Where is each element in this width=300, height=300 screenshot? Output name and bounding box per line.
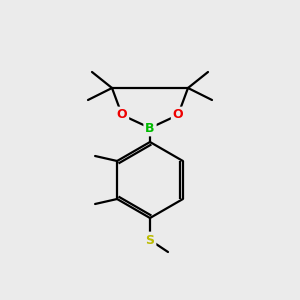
Text: O: O — [173, 109, 183, 122]
Text: O: O — [117, 109, 127, 122]
Text: S: S — [146, 233, 154, 247]
Text: B: B — [145, 122, 155, 134]
